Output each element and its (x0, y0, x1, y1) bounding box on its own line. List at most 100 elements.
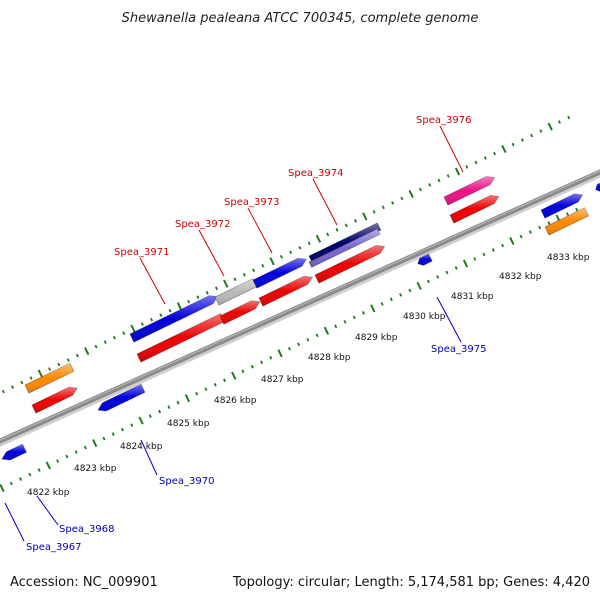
outer-tick (214, 286, 219, 291)
cds-right-orange-shine (545, 207, 589, 236)
inner-tick (184, 394, 191, 403)
inner-tick (74, 450, 78, 454)
gene-label-spea-3970[interactable]: Spea_3970 (159, 476, 214, 487)
backbone-line (0, 169, 600, 444)
inner-tick (370, 304, 376, 313)
outer-tick (94, 344, 98, 349)
cds-spea-3975-shine (417, 253, 433, 266)
inner-tick (45, 461, 51, 470)
cds-red-left-shine (32, 387, 78, 414)
inner-tick (323, 326, 330, 335)
outer-tick (196, 295, 200, 300)
cds-spea-3976-shine (444, 176, 495, 206)
inner-tick (111, 432, 115, 436)
cds-spea-3970-shine (98, 384, 145, 411)
inner-tick (380, 302, 384, 306)
inner-tick (538, 225, 542, 230)
inner-tick (56, 459, 60, 463)
inner-tick (176, 400, 180, 405)
inner-tick (473, 257, 477, 261)
gene-label-spea-3975[interactable]: Spea_3975 (431, 344, 486, 355)
backbone-highlight (0, 170, 600, 441)
outer-tick (465, 165, 469, 169)
inner-tick (195, 391, 199, 396)
outer-tick (511, 142, 515, 147)
ruler-label-4824: 4824 kbp (120, 442, 163, 452)
inner-tick (287, 346, 291, 351)
outer-tick (269, 257, 275, 266)
accession-text: Accession: NC_009901 (10, 575, 158, 590)
gene-label-spea-3971[interactable]: Spea_3971 (114, 247, 169, 258)
feature-track (1, 176, 600, 461)
inner-tick (222, 378, 227, 383)
leader-spea-3968 (36, 495, 59, 526)
inner-tick (250, 364, 254, 369)
cds-red-3-shine (259, 276, 313, 307)
inner-tick (269, 355, 273, 360)
outer-tick (298, 245, 302, 250)
inner-tick (65, 454, 69, 459)
inner-tick (547, 221, 551, 225)
inner-tick (167, 405, 171, 409)
inner-tick (426, 279, 430, 284)
outer-tick (122, 331, 126, 335)
outer-tick (335, 228, 339, 232)
ruler-label-4833: 4833 kbp (547, 253, 590, 263)
outer-tick (408, 189, 414, 198)
outer-tick (37, 369, 43, 378)
gene-labels-bottom: Spea_3967 Spea_3968 Spea_3970 Spea_3975 (26, 344, 486, 553)
leader-spea-3967 (4, 502, 25, 542)
gene-label-spea-3976[interactable]: Spea_3976 (416, 115, 471, 126)
inner-tick (148, 414, 152, 418)
outer-tick (454, 167, 461, 176)
outer-tick (437, 178, 441, 183)
ruler-label-4827: 4827 kbp (261, 375, 304, 385)
outer-tick (176, 302, 183, 311)
outer-tick (326, 232, 330, 237)
inner-tick (120, 427, 125, 432)
inner-tick (241, 369, 245, 374)
outer-tick (483, 156, 487, 160)
ruler-label-4829: 4829 kbp (355, 333, 398, 343)
leader-spea-3971 (139, 257, 166, 305)
ruler-label-4823: 4823 kbp (74, 464, 117, 474)
outer-tick (84, 347, 90, 356)
inner-tick (343, 320, 347, 324)
cds-spea-3973-shine (253, 258, 307, 289)
cds-red-5-shine (450, 195, 499, 224)
outer-tick (1, 389, 5, 394)
inner-tick (277, 349, 283, 358)
cds-right-blue-shine (541, 193, 583, 219)
outer-tick (530, 133, 534, 138)
inner-tick (83, 445, 87, 450)
inner-tick (399, 293, 403, 297)
genome-backbone (0, 169, 600, 447)
cds-red-1-shine (137, 313, 225, 363)
ruler-labels: 4822 kbp 4823 kbp 4824 kbp 4825 kbp 4826… (27, 253, 590, 498)
inner-tick (389, 297, 393, 302)
outer-tick (547, 122, 553, 131)
inner-tick (0, 483, 5, 493)
gene-label-spea-3974[interactable]: Spea_3974 (288, 168, 343, 179)
outer-tick (307, 241, 311, 246)
gene-labels-top: Spea_3971 Spea_3972 Spea_3973 Spea_3974 … (114, 115, 471, 258)
gene-label-spea-3973[interactable]: Spea_3973 (224, 197, 279, 208)
outer-tick (242, 272, 246, 277)
outer-tick (315, 234, 322, 243)
gene-label-spea-3967[interactable]: Spea_3967 (26, 542, 81, 553)
inner-tick (231, 371, 237, 380)
inner-tick (501, 243, 505, 248)
inner-tick (213, 382, 217, 387)
cds-spea-3972-shine (215, 278, 257, 306)
inner-tick (138, 416, 144, 425)
inner-tick-ring (0, 207, 579, 493)
gene-label-spea-3968[interactable]: Spea_3968 (59, 524, 114, 535)
inner-tick (9, 481, 13, 486)
outer-tick (205, 290, 209, 295)
inner-tick (462, 259, 469, 268)
outer-tick (187, 299, 191, 304)
inner-tick (454, 266, 458, 270)
gene-label-spea-3972[interactable]: Spea_3972 (175, 219, 230, 230)
outer-tick (391, 201, 395, 205)
outer-tick (372, 210, 376, 214)
